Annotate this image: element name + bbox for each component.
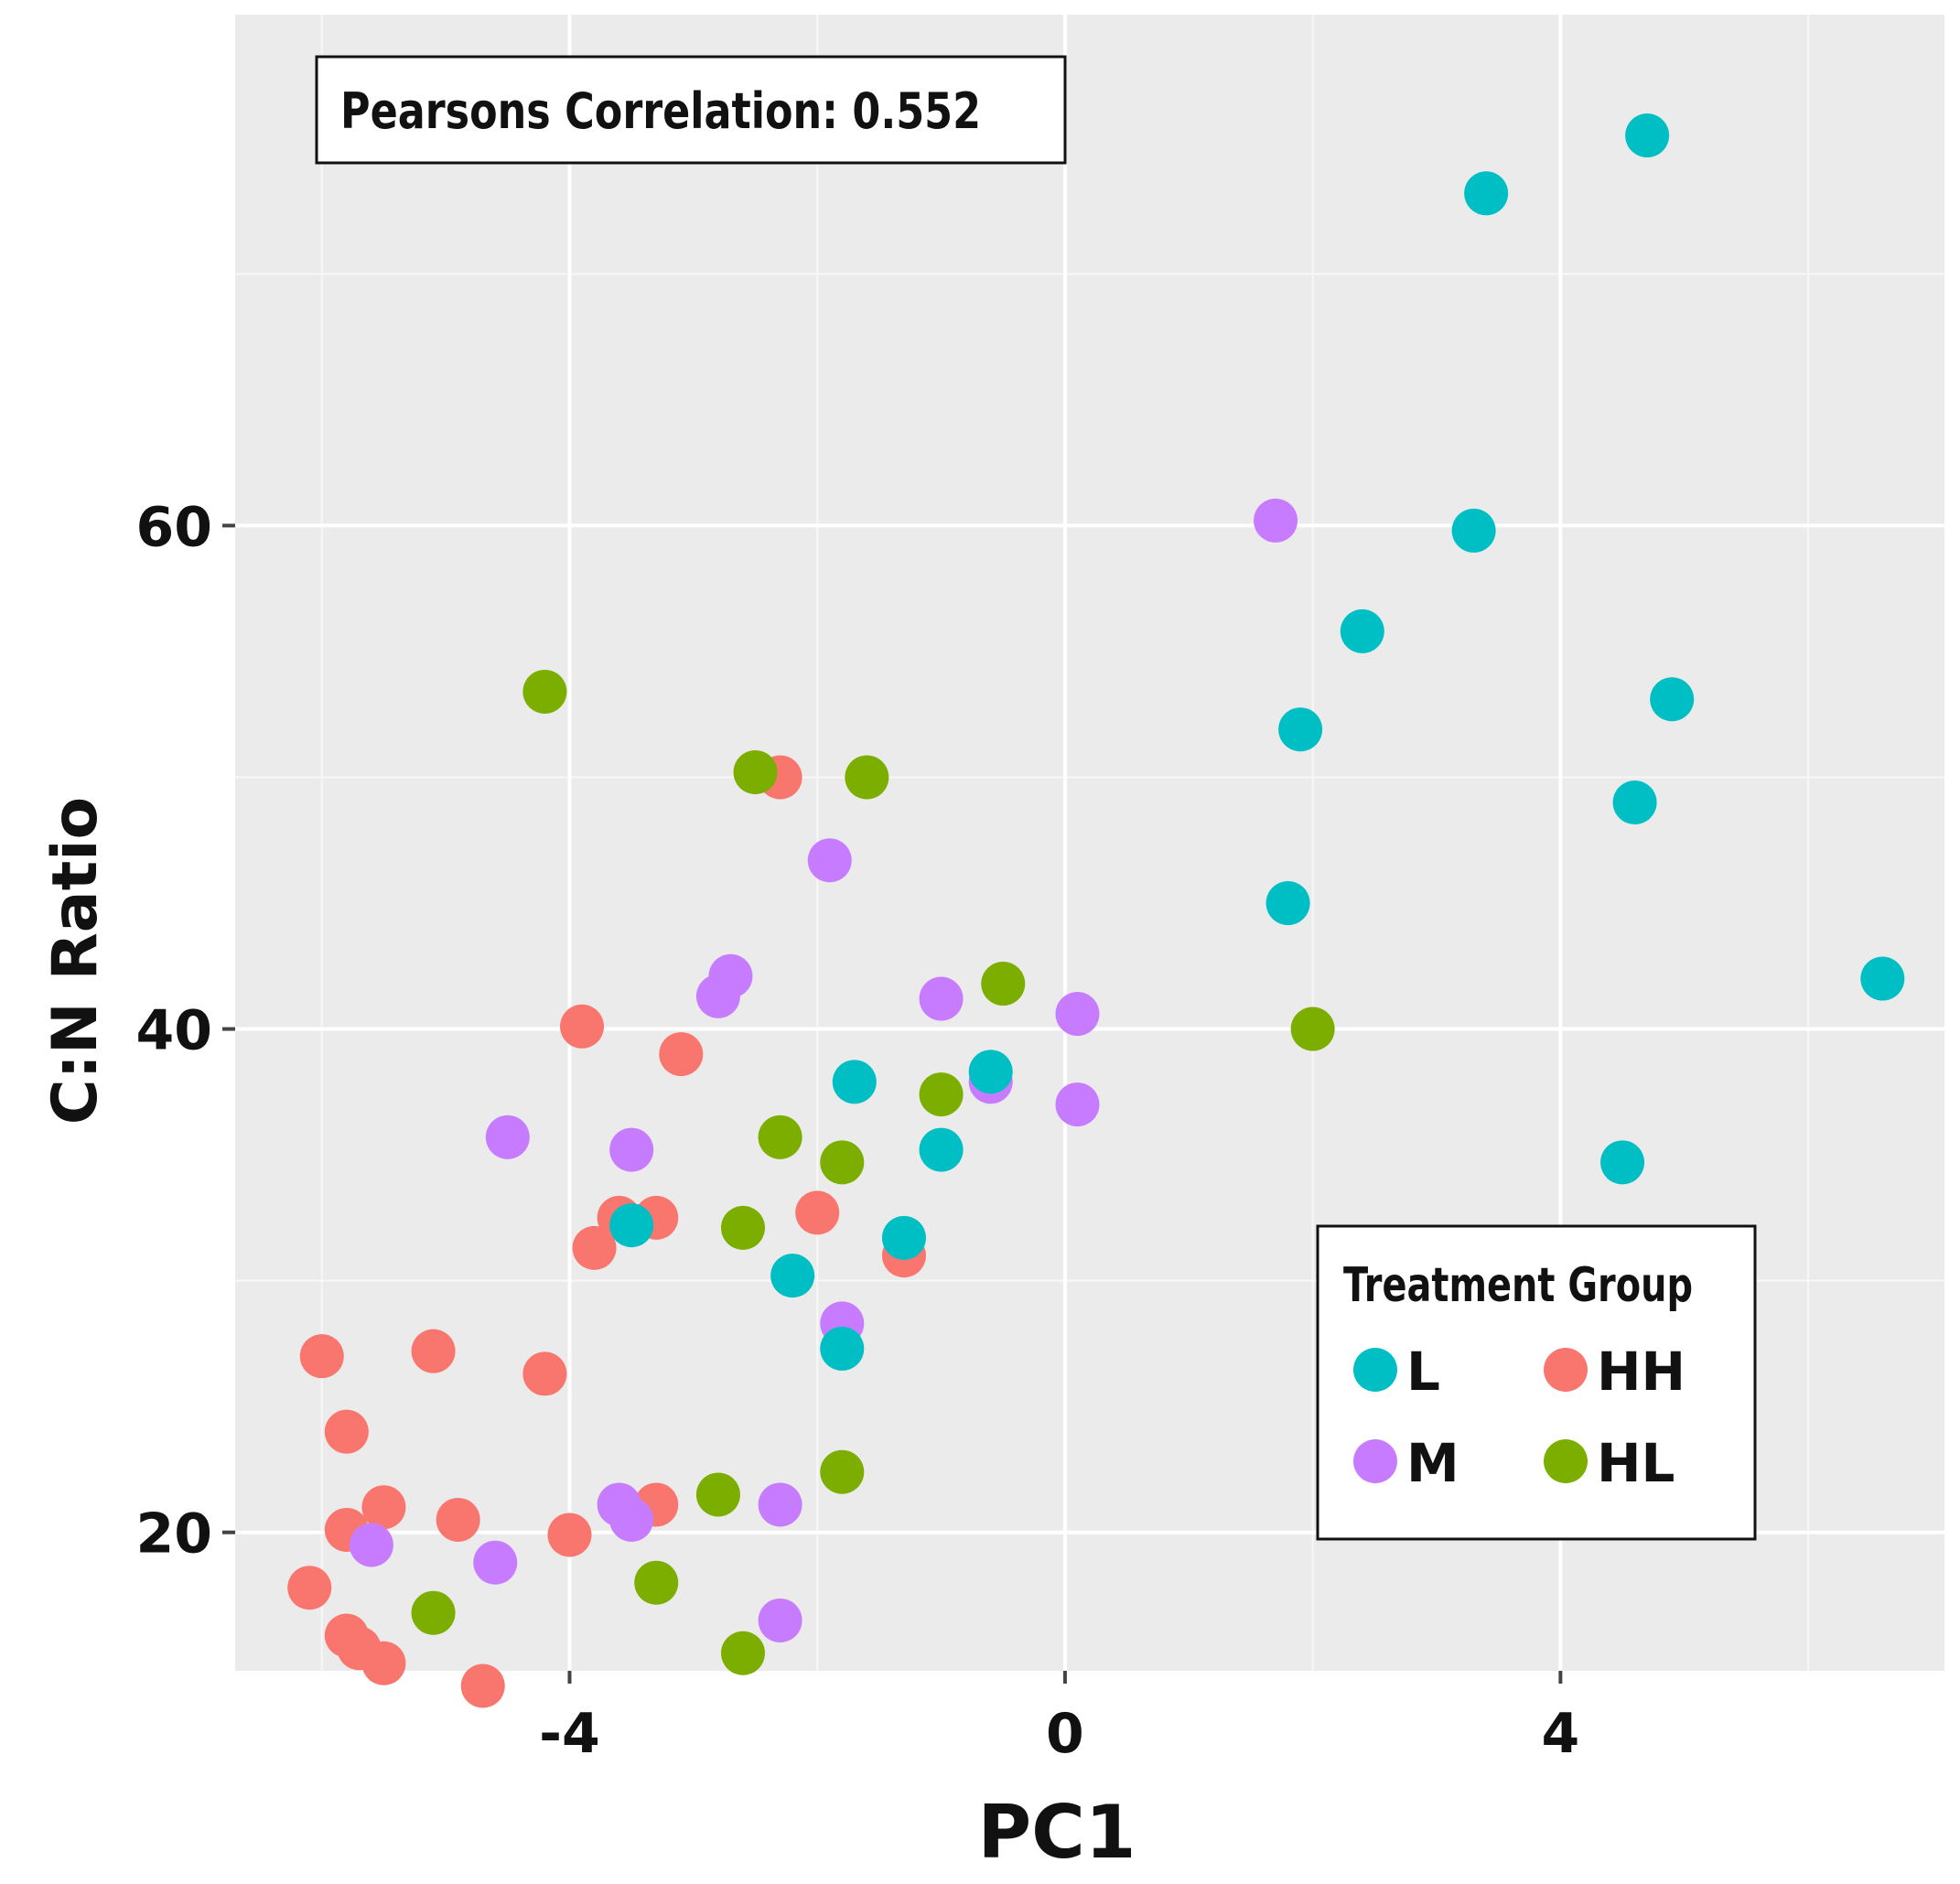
data-point-hl [634,1560,679,1605]
legend-key-m [1353,1439,1397,1483]
data-point-l [820,1326,865,1371]
data-point-l [1860,956,1905,1001]
data-point-l [881,1215,926,1260]
data-point-m [758,1482,802,1527]
data-point-l [1278,707,1323,752]
legend-label-hh: HH [1597,1340,1685,1403]
data-point-hh [522,1351,567,1396]
data-point-hl [845,755,889,800]
data-point-hh [795,1190,840,1235]
data-point-l [609,1203,654,1248]
data-point-hl [1290,1007,1335,1051]
data-point-m [1055,1082,1100,1127]
correlation-annotation: Pearsons Correlation: 0.552 [315,55,1067,165]
y-tick-label: 60 [136,495,213,559]
data-point-hl [720,1205,765,1250]
y-axis-label: C:N Ratio [39,797,112,1125]
data-point-m [349,1523,393,1567]
data-point-m [695,974,740,1018]
data-point-hh [547,1513,592,1557]
data-point-l [919,1127,964,1172]
data-point-m [1055,992,1100,1037]
annotation-box [315,55,1067,165]
y-axis-ticks: 20 40 60 [136,495,235,1566]
data-point-m [485,1114,530,1159]
legend-label-m: M [1406,1432,1459,1494]
data-point-l [832,1060,877,1104]
x-tick-label: 0 [1046,1702,1084,1766]
legend-label-hl: HL [1597,1432,1675,1494]
legend-key-hh [1544,1348,1588,1392]
legend-label-l: L [1406,1340,1440,1403]
data-point-hl [720,1631,765,1675]
data-point-hh [299,1334,344,1379]
data-point-l [1625,113,1670,158]
data-point-hl [919,1072,964,1117]
data-point-m [609,1127,654,1172]
data-point-hl [820,1140,865,1185]
data-point-l [770,1254,815,1298]
data-point-hh [572,1225,617,1270]
x-tick-label: 4 [1542,1702,1580,1766]
data-point-hh [324,1409,369,1454]
data-point-l [1340,608,1384,653]
data-point-l [1600,1140,1645,1185]
y-tick-label: 20 [136,1502,213,1566]
data-point-hl [758,1114,802,1159]
data-point-l [1650,677,1695,722]
annotation-text: Pearsons Correlation: 0.552 [340,82,981,140]
data-point-m [609,1497,654,1542]
data-point-hh [436,1497,480,1542]
data-point-m [807,838,852,883]
data-point-hh [287,1566,332,1610]
data-point-hl [522,669,567,714]
data-point-l [1265,881,1310,926]
data-point-l [1464,171,1509,216]
data-point-m [919,976,964,1021]
data-point-hh [411,1329,456,1373]
data-point-hl [733,749,778,794]
data-point-hh [659,1032,704,1077]
legend-key-l [1353,1348,1397,1392]
data-point-hh [361,1641,406,1685]
data-point-hl [981,962,1026,1007]
legend: Treatment Group L HH M HL [1316,1224,1757,1541]
data-point-l [1612,780,1657,824]
legend-key-hl [1544,1439,1588,1483]
data-points [287,113,1905,1708]
data-point-m [758,1598,802,1642]
data-point-m [1254,498,1298,543]
y-tick-label: 40 [136,999,213,1063]
x-tick-label: -4 [539,1702,600,1766]
data-point-hl [695,1472,740,1517]
data-point-l [968,1050,1013,1094]
data-point-hl [820,1449,865,1494]
x-axis-label: PC1 [977,1790,1136,1875]
data-point-hh [361,1485,406,1530]
data-point-l [1451,508,1496,553]
data-point-hh [460,1663,505,1708]
legend-title: Treatment Group [1343,1258,1693,1313]
data-point-m [473,1540,518,1585]
data-point-hh [560,1004,605,1049]
x-axis-ticks: -4 0 4 [539,1671,1579,1766]
data-point-hl [411,1590,456,1635]
